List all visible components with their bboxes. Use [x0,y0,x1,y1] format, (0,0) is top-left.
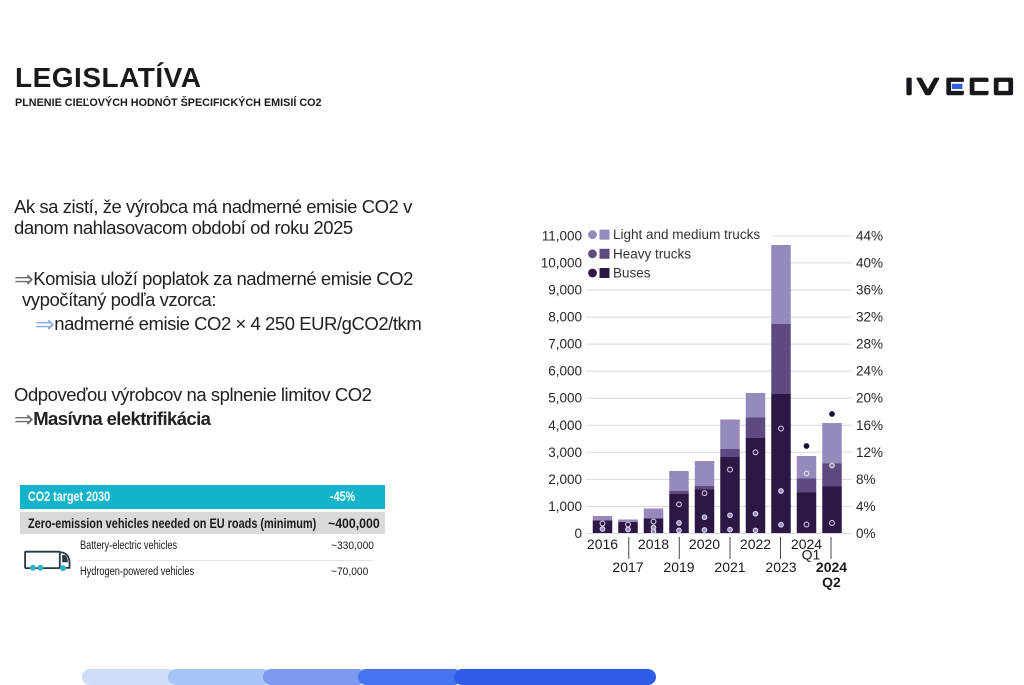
svg-text:4%: 4% [856,499,876,514]
svg-text:2019: 2019 [663,559,694,575]
svg-text:40%: 40% [856,255,883,270]
svg-text:16%: 16% [856,418,883,433]
svg-text:6,000: 6,000 [548,364,582,379]
svg-text:0: 0 [574,526,582,541]
svg-text:8%: 8% [856,472,876,487]
svg-text:12%: 12% [856,445,883,460]
svg-text:Q2: Q2 [822,574,841,590]
svg-text:28%: 28% [856,337,883,352]
svg-text:9,000: 9,000 [548,283,582,298]
svg-text:1,000: 1,000 [548,499,582,514]
svg-text:2022: 2022 [740,536,771,552]
svg-text:Q1: Q1 [802,547,821,563]
svg-text:4,000: 4,000 [548,418,582,433]
svg-text:36%: 36% [856,283,883,298]
svg-text:Light and medium trucks: Light and medium trucks [613,227,760,242]
svg-text:20%: 20% [856,391,883,406]
svg-text:7,000: 7,000 [548,337,582,352]
svg-text:32%: 32% [856,310,883,325]
svg-text:2023: 2023 [765,559,796,575]
svg-text:2018: 2018 [638,536,669,552]
svg-text:2024: 2024 [791,536,822,552]
svg-text:5,000: 5,000 [548,391,582,406]
svg-text:2,000: 2,000 [548,472,582,487]
svg-text:2021: 2021 [714,559,745,575]
svg-text:11,000: 11,000 [542,228,582,243]
svg-text:24%: 24% [856,364,883,379]
svg-text:2024: 2024 [816,559,847,575]
svg-text:8,000: 8,000 [548,310,582,325]
svg-text:Heavy trucks: Heavy trucks [613,246,691,261]
svg-text:44%: 44% [856,228,883,243]
svg-text:2016: 2016 [587,536,618,552]
svg-text:3,000: 3,000 [548,445,582,460]
svg-text:0%: 0% [856,526,876,541]
svg-text:10,000: 10,000 [541,255,582,270]
svg-text:Buses: Buses [613,266,651,281]
svg-text:2020: 2020 [689,536,720,552]
svg-text:2017: 2017 [612,559,643,575]
